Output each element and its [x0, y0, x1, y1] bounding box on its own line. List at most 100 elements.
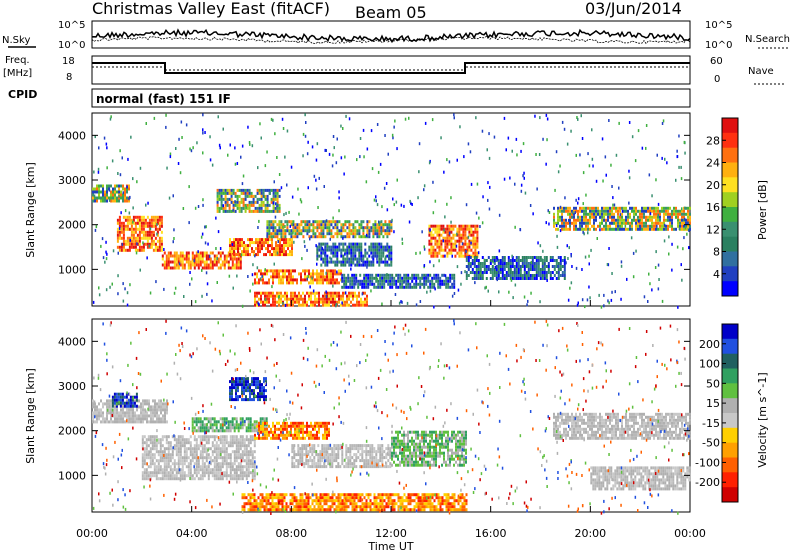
data-cell — [211, 450, 214, 454]
data-cell — [355, 273, 358, 277]
scatter-cell — [467, 142, 470, 146]
scatter-cell — [127, 157, 129, 161]
scatter-cell — [628, 169, 630, 173]
data-cell — [421, 276, 424, 280]
data-cell — [579, 206, 581, 210]
data-cell — [519, 274, 522, 277]
scatter-cell — [336, 137, 338, 141]
data-cell — [513, 274, 516, 277]
data-cell — [148, 405, 150, 409]
data-cell — [595, 209, 597, 213]
data-cell — [344, 303, 346, 307]
data-cell — [142, 215, 145, 219]
data-cell — [159, 456, 162, 460]
data-cell — [235, 260, 238, 264]
data-cell — [401, 279, 404, 283]
scatter-cell — [393, 230, 395, 234]
data-cell — [462, 248, 465, 252]
data-cell — [260, 430, 262, 434]
data-cell — [207, 266, 210, 270]
data-cell — [229, 266, 232, 270]
data-cell — [258, 203, 261, 207]
data-cell — [120, 236, 123, 240]
data-cell — [197, 429, 200, 433]
scatter-cell — [307, 186, 309, 190]
scatter-cell — [475, 116, 477, 120]
data-cell — [663, 209, 665, 213]
data-cell — [215, 441, 218, 445]
data-cell — [330, 281, 332, 285]
data-cell — [222, 197, 225, 201]
data-cell — [326, 260, 329, 264]
data-cell — [230, 200, 233, 204]
data-cell — [191, 263, 194, 267]
scatter-cell — [613, 203, 616, 207]
data-cell — [148, 242, 151, 246]
data-cell — [272, 433, 274, 437]
data-cell — [243, 444, 246, 448]
data-cell — [215, 423, 218, 427]
data-cell — [541, 277, 544, 280]
data-cell — [219, 465, 222, 469]
data-cell — [120, 227, 123, 231]
data-cell — [464, 254, 467, 258]
data-cell — [521, 256, 524, 259]
data-cell — [120, 196, 122, 200]
data-cell — [613, 221, 615, 225]
data-cell — [499, 265, 502, 268]
data-cell — [298, 303, 300, 307]
data-cell — [517, 259, 520, 262]
data-cell — [503, 262, 506, 265]
data-cell — [151, 453, 154, 457]
data-cell — [336, 226, 339, 230]
data-cell — [497, 271, 500, 274]
data-cell — [253, 477, 256, 481]
data-cell — [555, 265, 558, 268]
data-cell — [261, 238, 263, 242]
data-cell — [595, 206, 597, 210]
data-cell — [585, 218, 587, 222]
data-cell — [254, 194, 257, 198]
data-cell — [472, 251, 475, 255]
data-cell — [255, 380, 257, 384]
data-cell — [547, 262, 550, 265]
data-cell — [189, 462, 192, 466]
data-cell — [687, 227, 689, 231]
data-cell — [473, 274, 476, 277]
data-cell — [126, 187, 128, 191]
scatter-cell — [498, 249, 501, 253]
data-cell — [247, 426, 250, 430]
scatter-cell — [534, 114, 536, 118]
data-cell — [179, 462, 182, 466]
data-cell — [454, 254, 457, 258]
data-cell — [376, 245, 379, 249]
data-cell — [370, 251, 373, 255]
data-cell — [94, 402, 96, 406]
data-cell — [449, 279, 452, 283]
data-cell — [155, 465, 158, 469]
data-cell — [191, 429, 194, 433]
scatter-cell — [608, 247, 610, 250]
data-cell — [193, 462, 196, 466]
data-cell — [203, 474, 206, 478]
data-cell — [378, 226, 381, 230]
data-cell — [491, 271, 494, 274]
data-cell — [134, 239, 137, 243]
data-cell — [298, 229, 301, 233]
data-cell — [165, 468, 168, 472]
data-cell — [243, 383, 245, 387]
data-cell — [280, 220, 283, 224]
data-cell — [423, 276, 426, 280]
data-cell — [231, 266, 234, 270]
data-cell — [573, 221, 575, 225]
data-cell — [665, 206, 667, 210]
data-cell — [294, 291, 296, 295]
data-cell — [432, 254, 435, 258]
data-cell — [623, 206, 625, 210]
scatter-cell — [332, 284, 334, 288]
data-cell — [288, 229, 291, 233]
data-cell — [149, 471, 152, 475]
data-cell — [255, 241, 257, 245]
data-cell — [237, 380, 239, 384]
data-cell — [348, 291, 350, 295]
